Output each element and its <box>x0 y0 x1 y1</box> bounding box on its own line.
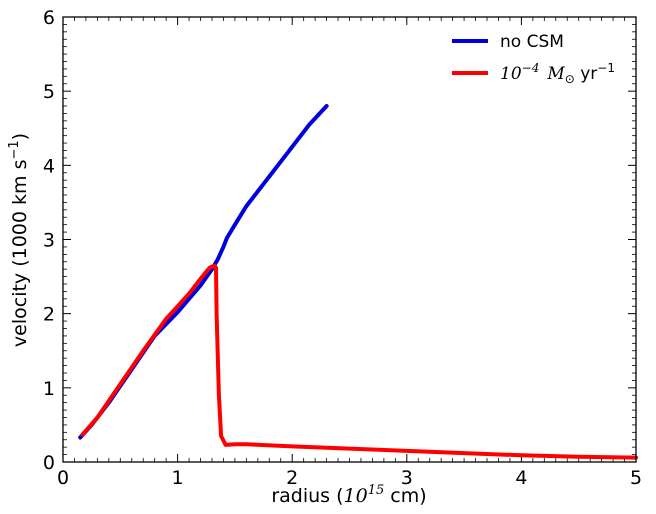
x-axis-label: radius (1015 cm) <box>271 483 426 507</box>
x-tick-label: 1 <box>172 467 184 489</box>
y-tick-label: 3 <box>43 230 55 252</box>
legend-label-csm: 10−4 M⊙ yr−1 <box>500 61 615 86</box>
series-layer <box>78 104 638 460</box>
y-axis-label: velocity (1000 km s−1) <box>7 133 31 347</box>
x-tick-label: 5 <box>630 467 642 489</box>
x-tick-label: 3 <box>401 467 413 489</box>
y-tick-label: 1 <box>43 378 55 400</box>
legend: no CSM 10−4 M⊙ yr−1 <box>452 32 615 86</box>
y-tick-label: 6 <box>43 7 55 29</box>
x-tick-label: 0 <box>57 467 69 489</box>
legend-label-no-csm: no CSM <box>500 32 564 52</box>
y-tick-label: 4 <box>43 155 55 177</box>
x-tick-label: 4 <box>515 467 527 489</box>
plot-frame <box>62 16 637 463</box>
tick-labels: 0 1 2 3 4 5 0 1 2 3 4 5 6 <box>43 7 642 489</box>
y-tick-label: 5 <box>43 81 55 103</box>
y-tick-label: 0 <box>43 452 55 474</box>
x-tick-label: 2 <box>286 467 298 489</box>
y-tick-label: 2 <box>43 304 55 326</box>
series-line-csm <box>80 263 638 460</box>
